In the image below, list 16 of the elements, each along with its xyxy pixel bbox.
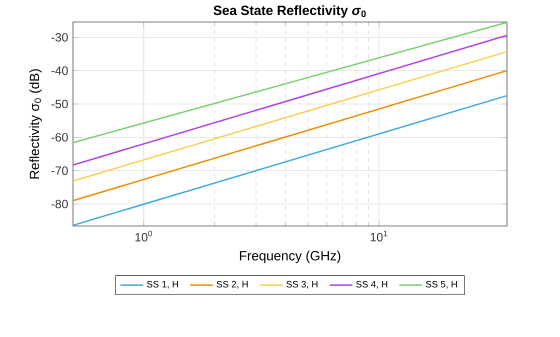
y-tick-label: -30 [51,33,68,42]
y-tick-label: -50 [51,100,68,108]
chart-title: Sea State Reflectivity σ$_{0}$ [214,5,366,18]
y-tick-label: -60 [51,133,68,142]
x-tick-label: 10$^{0}$ [136,230,152,242]
y-tick-label: -70 [51,166,68,175]
legend-label: SS 5, H [426,280,457,289]
y-tick-label: -80 [51,200,68,208]
legend-label: SS 2, H [216,280,248,289]
legend-label: SS 1, H [147,280,178,289]
y-tick-label: -40 [51,66,68,75]
y-axis-title: Reflectivity σ$_{0}$ (dB) [29,69,42,178]
legend-label: SS 3, H [286,280,318,289]
x-axis-title: Frequency (GHz) [240,250,340,264]
legend-label: SS 4, H [356,280,388,289]
x-tick-label: 10$^{1}$ [370,230,388,242]
